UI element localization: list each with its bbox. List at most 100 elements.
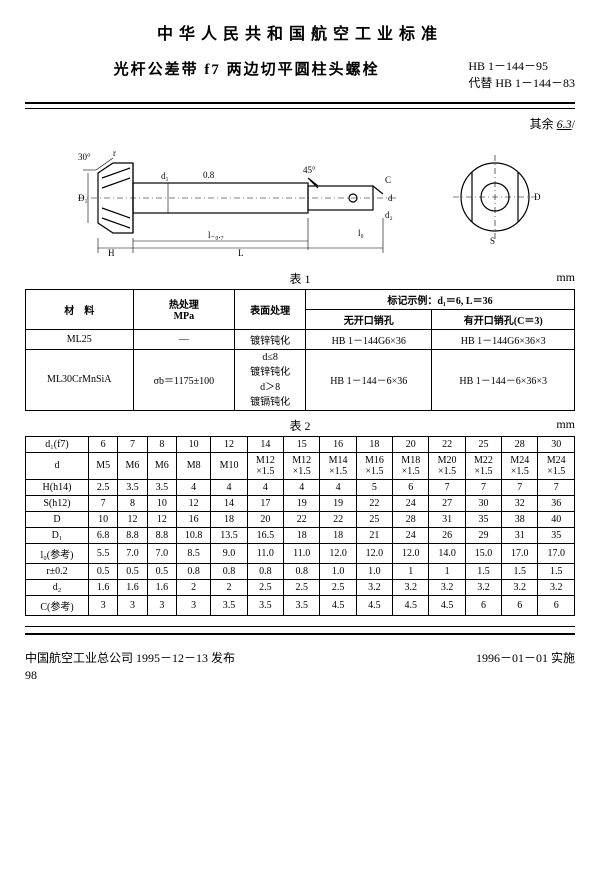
cell: 1.5 bbox=[538, 563, 575, 579]
t1-h-heat: 热处理 MPa bbox=[133, 289, 235, 329]
unit-text: mm bbox=[556, 417, 575, 432]
cell: 1.0 bbox=[356, 563, 392, 579]
cell: 11.0 bbox=[247, 543, 283, 563]
cell: 3.5 bbox=[211, 595, 247, 615]
cell: 2.5 bbox=[89, 479, 118, 495]
table-row: dM5M6M6M8M10M12 ×1.5M12 ×1.5M14 ×1.5M16 … bbox=[26, 452, 575, 479]
cell: 16 bbox=[320, 436, 356, 452]
cell: 7 bbox=[118, 436, 147, 452]
code-main: HB 1－144－95 bbox=[468, 58, 575, 75]
cell: 14.0 bbox=[429, 543, 465, 563]
label-D: D bbox=[534, 192, 541, 202]
cell: 12.0 bbox=[356, 543, 392, 563]
label-angle45: 45° bbox=[303, 165, 316, 175]
cell: 1.5 bbox=[465, 563, 501, 579]
cell: 3.2 bbox=[538, 579, 575, 595]
cell: σb＝1175±100 bbox=[133, 349, 235, 410]
bolt-end-view: S D bbox=[448, 150, 543, 245]
cell: 21 bbox=[356, 527, 392, 543]
cell: M12 ×1.5 bbox=[247, 452, 283, 479]
cell: 8.8 bbox=[118, 527, 147, 543]
label-D1: D₁ bbox=[78, 193, 88, 203]
row-label: H(h14) bbox=[26, 479, 89, 495]
cell: 0.8 bbox=[176, 563, 210, 579]
cell: 3.2 bbox=[429, 579, 465, 595]
cell: 35 bbox=[465, 511, 501, 527]
cell: 20 bbox=[393, 436, 429, 452]
cell: 13.5 bbox=[211, 527, 247, 543]
cell: 17.0 bbox=[502, 543, 538, 563]
t1-h-material: 材 料 bbox=[26, 289, 134, 329]
table-row: C(参考)33333.53.53.54.54.54.54.5666 bbox=[26, 595, 575, 615]
cell: 7 bbox=[538, 479, 575, 495]
cell: 0.5 bbox=[118, 563, 147, 579]
page-number: 98 bbox=[25, 668, 235, 683]
cell: 7.0 bbox=[118, 543, 147, 563]
label-d: d bbox=[388, 193, 393, 203]
cell: 40 bbox=[538, 511, 575, 527]
cell: 8 bbox=[118, 495, 147, 511]
cell: 25 bbox=[465, 436, 501, 452]
cell: 18 bbox=[356, 436, 392, 452]
table-row: S(h12)78101214171919222427303236 bbox=[26, 495, 575, 511]
cell: 7 bbox=[502, 479, 538, 495]
label-angle30: 30° bbox=[78, 152, 91, 162]
cell: 3.2 bbox=[356, 579, 392, 595]
cell: M22 ×1.5 bbox=[465, 452, 501, 479]
cell: 28 bbox=[502, 436, 538, 452]
cell: 15 bbox=[284, 436, 320, 452]
cell: M14 ×1.5 bbox=[320, 452, 356, 479]
cell: HB 1－144－6×36 bbox=[305, 349, 432, 410]
cell: 1.6 bbox=[118, 579, 147, 595]
cell: 30 bbox=[538, 436, 575, 452]
cell: 1 bbox=[393, 563, 429, 579]
cell: 29 bbox=[465, 527, 501, 543]
cell: 6 bbox=[538, 595, 575, 615]
footer: 中国航空工业总公司 1995－12－13 发布 98 1996－01－01 实施 bbox=[25, 649, 575, 683]
cell: 2 bbox=[211, 579, 247, 595]
cell: M6 bbox=[118, 452, 147, 479]
table1-caption: 表 1 mm bbox=[25, 270, 575, 287]
cell: 6 bbox=[465, 595, 501, 615]
caption-text: 表 2 bbox=[289, 419, 310, 433]
cell: 31 bbox=[429, 511, 465, 527]
subtitle-row: 光杆公差带 f7 两边切平圆柱头螺栓 HB 1－144－95 代替 HB 1－1… bbox=[25, 58, 575, 92]
table-row: D1012121618202222252831353840 bbox=[26, 511, 575, 527]
standard-codes: HB 1－144－95 代替 HB 1－144－83 bbox=[468, 58, 575, 92]
page-title: 中华人民共和国航空工业标准 bbox=[25, 20, 575, 44]
divider bbox=[25, 633, 575, 635]
label-l0: l₀ bbox=[358, 228, 364, 238]
cell: 6 bbox=[393, 479, 429, 495]
cell: 4.5 bbox=[320, 595, 356, 615]
label-c: C bbox=[385, 175, 391, 185]
bolt-side-view: 30° 45° r D₁ H d₁ l₋₀.₇ L C d d₂ l₀ 0.8 bbox=[58, 138, 428, 258]
cell: 12.0 bbox=[320, 543, 356, 563]
cell: 1.6 bbox=[89, 579, 118, 595]
table1: 材 料 热处理 MPa 表面处理 标记示例：d₁＝6, L＝36 无开口销孔 有… bbox=[25, 289, 575, 411]
effective-date: 1996－01－01 实施 bbox=[476, 649, 575, 683]
row-label: D₁ bbox=[26, 527, 89, 543]
cell: 22 bbox=[320, 511, 356, 527]
table-row: d₁(f7)6781012141516182022252830 bbox=[26, 436, 575, 452]
cell: d≤8 镀锌钝化 d＞8 镀镉钝化 bbox=[235, 349, 306, 410]
cell: 3.5 bbox=[147, 479, 176, 495]
row-label: d₂ bbox=[26, 579, 89, 595]
cell: M18 ×1.5 bbox=[393, 452, 429, 479]
cell: 4.5 bbox=[356, 595, 392, 615]
cell: 2.5 bbox=[320, 579, 356, 595]
cell: 4 bbox=[247, 479, 283, 495]
cell: 14 bbox=[247, 436, 283, 452]
cell: 4.5 bbox=[393, 595, 429, 615]
cell: 3.5 bbox=[118, 479, 147, 495]
cell: 4 bbox=[320, 479, 356, 495]
cell: 12 bbox=[176, 495, 210, 511]
cell: 6 bbox=[502, 595, 538, 615]
cell: 6 bbox=[89, 436, 118, 452]
cell: 19 bbox=[320, 495, 356, 511]
cell: M6 bbox=[147, 452, 176, 479]
cell: 1 bbox=[429, 563, 465, 579]
cell: 2.5 bbox=[284, 579, 320, 595]
cell: 8 bbox=[147, 436, 176, 452]
cell: 0.5 bbox=[147, 563, 176, 579]
roughness-symbol: 6.3 bbox=[557, 117, 572, 131]
